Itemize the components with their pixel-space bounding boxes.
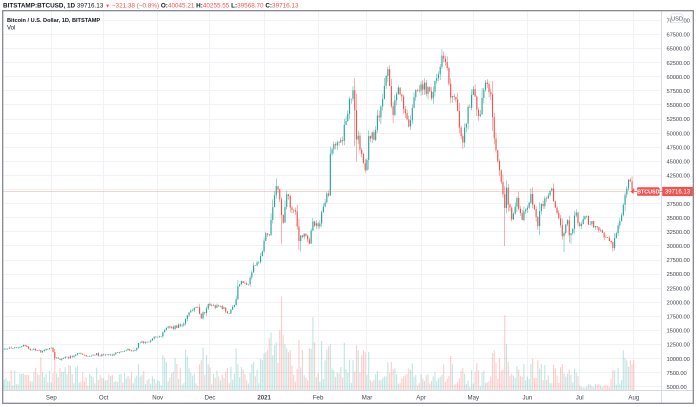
svg-text:57500.00: 57500.00	[667, 89, 690, 95]
svg-text:May: May	[468, 395, 480, 402]
svg-text:12500.00: 12500.00	[667, 343, 690, 349]
svg-text:Dec: Dec	[205, 395, 216, 402]
svg-text:Mar: Mar	[362, 395, 373, 402]
svg-text:35000.00: 35000.00	[667, 216, 690, 222]
svg-text:15000.00: 15000.00	[667, 329, 690, 335]
svg-text:Apr: Apr	[416, 395, 425, 402]
svg-text:BITSTAMP:BTCUSD, 1D 39716.13 ▼: BITSTAMP:BTCUSD, 1D 39716.13 ▼ −321.38 (…	[3, 3, 299, 10]
svg-text:62500.00: 62500.00	[667, 61, 690, 67]
svg-text:39716.13: 39716.13	[665, 189, 691, 196]
svg-text:Jul: Jul	[576, 395, 584, 402]
svg-text:50000.00: 50000.00	[667, 131, 690, 137]
svg-text:Bitcoin / U.S. Dollar, 1D, BIT: Bitcoin / U.S. Dollar, 1D, BITSTAMP	[7, 18, 100, 24]
svg-text:Sep: Sep	[46, 395, 57, 402]
svg-text:Aug: Aug	[628, 395, 639, 402]
svg-text:52500.00: 52500.00	[667, 117, 690, 123]
svg-text:Feb: Feb	[313, 395, 324, 402]
svg-text:47500.00: 47500.00	[667, 145, 690, 151]
svg-text:Oct: Oct	[99, 395, 109, 402]
svg-text:42500.00: 42500.00	[667, 174, 690, 180]
svg-text:67500.00: 67500.00	[667, 33, 690, 39]
svg-text:65000.00: 65000.00	[667, 47, 690, 53]
svg-text:10000.00: 10000.00	[667, 357, 690, 363]
svg-text:37500.00: 37500.00	[667, 202, 690, 208]
svg-text:17500.00: 17500.00	[667, 315, 690, 321]
svg-text:30000.00: 30000.00	[667, 244, 690, 250]
svg-text:Jun: Jun	[522, 395, 532, 402]
svg-text:5000.00: 5000.00	[667, 385, 687, 391]
svg-text:2021: 2021	[257, 395, 271, 402]
svg-text:45000.00: 45000.00	[667, 160, 690, 166]
svg-text:32500.00: 32500.00	[667, 230, 690, 236]
svg-text:20000.00: 20000.00	[667, 300, 690, 306]
svg-text:BTCUSD: BTCUSD	[637, 190, 660, 196]
svg-text:7500.00: 7500.00	[667, 371, 687, 377]
svg-text:60000.00: 60000.00	[667, 75, 690, 81]
svg-text:25000.00: 25000.00	[667, 272, 690, 278]
svg-text:27500.00: 27500.00	[667, 258, 690, 264]
svg-text:55000.00: 55000.00	[667, 103, 690, 109]
svg-text:Nov: Nov	[152, 395, 164, 402]
svg-text:USD: USD	[671, 17, 683, 23]
svg-text:22500.00: 22500.00	[667, 286, 690, 292]
svg-text:Vol: Vol	[7, 25, 15, 31]
